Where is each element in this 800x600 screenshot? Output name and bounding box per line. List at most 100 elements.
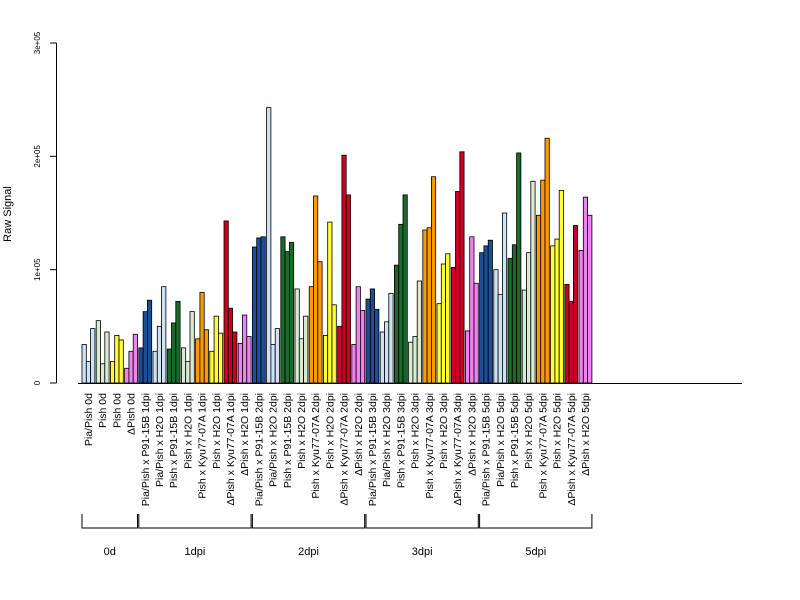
bar <box>459 151 465 384</box>
bar <box>345 194 351 384</box>
x-tick-label: Pish x Kyu77-07A 5dpi <box>537 393 549 499</box>
bar <box>227 307 234 384</box>
bar <box>161 286 167 384</box>
bar <box>246 336 252 384</box>
x-tick-label: ΔPish x H2O 2dpi <box>353 393 365 476</box>
bar <box>199 291 205 384</box>
y-tick-label: 3e+05 <box>33 31 42 54</box>
bar <box>501 212 508 384</box>
x-tick-label: ΔPish x Kyu77-07A 1dpi <box>225 393 237 506</box>
group-bracket <box>81 514 138 529</box>
bar <box>487 239 493 384</box>
x-tick-label: Pia/Pish x H2O 1dpi <box>154 393 166 487</box>
x-tick-label: ΔPish x Kyu77-07A 2dpi <box>339 393 351 506</box>
bar <box>294 288 300 384</box>
group-label: 0d <box>104 546 116 558</box>
x-tick-label: Pia/Pish 0d <box>83 393 95 446</box>
bar <box>242 314 248 384</box>
group-bracket <box>251 514 366 529</box>
bar <box>408 341 414 384</box>
x-tick-label: Pish x H2O 1dpi <box>211 393 223 469</box>
bar <box>384 321 390 384</box>
bar <box>132 333 138 384</box>
y-tick-label: 2e+05 <box>33 145 42 168</box>
bar <box>445 253 451 384</box>
x-tick-label: Pia/Pish x H2O 5dpi <box>495 393 507 487</box>
bar <box>195 338 201 384</box>
bar <box>213 315 219 384</box>
bar <box>469 236 475 384</box>
x-tick-label: Pia/Pish x P91-15B 2dpi <box>253 393 265 506</box>
bar <box>402 194 408 384</box>
bar <box>189 311 195 384</box>
group-bracket <box>365 514 479 529</box>
group-bracket <box>479 514 593 529</box>
bar <box>497 294 503 384</box>
group-label: 1dpi <box>185 546 206 558</box>
bar <box>355 286 361 384</box>
bar <box>118 339 124 384</box>
bar <box>175 300 181 384</box>
x-tick-label: Pish x H2O 5dpi <box>552 393 564 469</box>
bar <box>81 344 87 384</box>
bar <box>317 261 323 384</box>
bar <box>379 331 385 384</box>
bar <box>284 251 290 384</box>
bar <box>266 107 272 384</box>
bar <box>526 252 532 384</box>
bar <box>298 338 304 384</box>
bar <box>578 249 584 384</box>
bar <box>185 361 191 384</box>
bar <box>203 329 209 384</box>
bar <box>322 334 329 384</box>
bar <box>260 236 266 384</box>
bar <box>436 303 442 384</box>
bar <box>223 220 229 384</box>
bar <box>582 196 588 384</box>
bar <box>587 214 593 384</box>
bar <box>124 367 130 384</box>
bar <box>104 331 110 384</box>
bar <box>152 350 158 384</box>
bar <box>544 137 550 384</box>
bar <box>166 348 172 384</box>
x-tick-label: Pia/Pish x P91-15B 3dpi <box>367 393 379 506</box>
bar <box>171 322 177 384</box>
bar <box>479 252 485 384</box>
bar <box>511 244 517 384</box>
bar <box>412 336 418 384</box>
x-tick-label: Pish x P91-15B 3dpi <box>395 393 407 488</box>
bar <box>536 214 542 384</box>
x-tick-label: ΔPish x H2O 1dpi <box>239 393 251 476</box>
bar <box>440 263 446 384</box>
y-axis-label: Raw Signal <box>2 186 14 242</box>
bar <box>422 229 428 384</box>
bar <box>110 361 116 384</box>
group-label: 2dpi <box>298 546 319 558</box>
x-tick-label: Pish x H2O 3dpi <box>438 393 450 469</box>
bar <box>114 334 120 384</box>
bar <box>426 227 432 384</box>
bar <box>237 342 243 384</box>
bar <box>568 300 574 384</box>
bar <box>564 283 570 384</box>
x-tick-label: Pish x H2O 1dpi <box>182 393 194 469</box>
x-tick-label: Pish x Kyu77-07A 1dpi <box>197 393 209 499</box>
bar <box>507 257 513 384</box>
bar <box>398 223 404 384</box>
x-tick-label: Pish x Kyu77-07A 3dpi <box>424 393 436 499</box>
x-tick-label: Pish x H2O 5dpi <box>523 393 535 469</box>
bar <box>288 242 295 384</box>
group-brackets: 0d 1dpi 2dpi 3dpi 5dpi <box>81 514 593 558</box>
x-tick-label: Pish x H2O 2dpi <box>324 393 336 469</box>
x-tick-label: Pish x H2O 2dpi <box>296 393 308 469</box>
group-label: 3dpi <box>412 546 433 558</box>
bar <box>280 236 286 384</box>
bar <box>483 245 489 384</box>
bar <box>327 221 333 384</box>
bar <box>393 264 400 384</box>
x-tick-label: ΔPish x H2O 3dpi <box>466 393 478 476</box>
bar <box>308 286 314 384</box>
x-tick-label: ΔPish x Kyu77-07A 5dpi <box>566 393 578 506</box>
